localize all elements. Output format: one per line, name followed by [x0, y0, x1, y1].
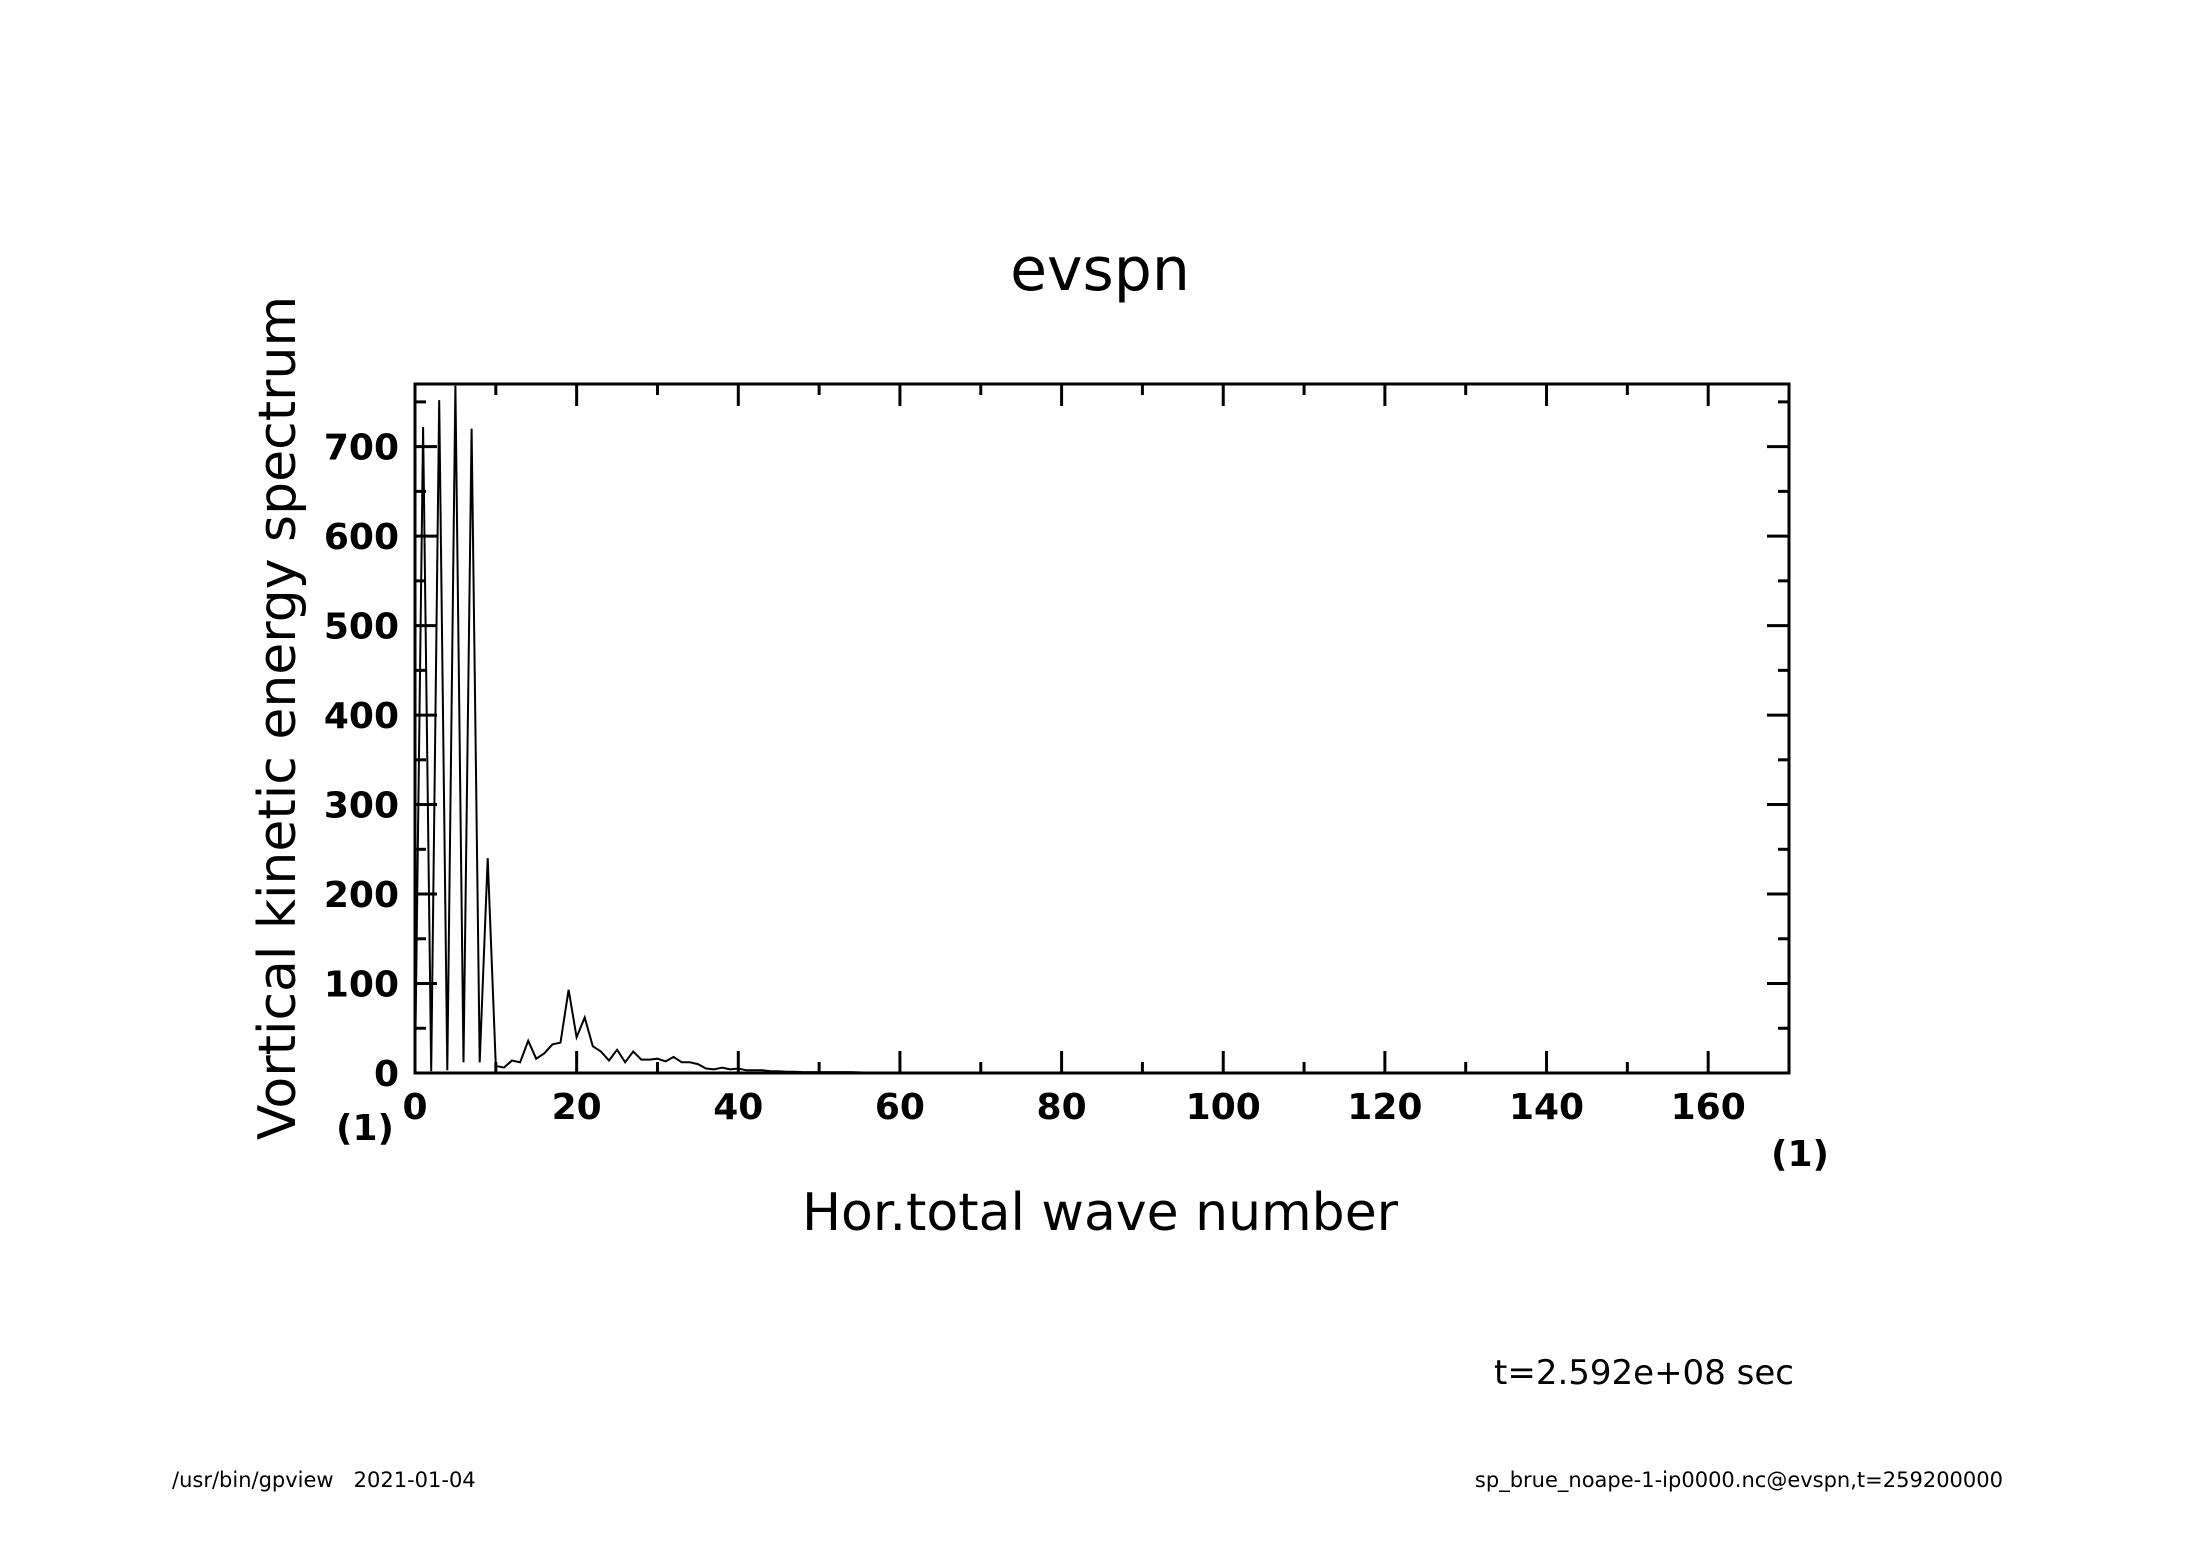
series-line — [414, 385, 1789, 1074]
x-axis-unit: (1) — [1771, 1134, 1829, 1175]
footer-right: sp_brue_noape-1-ip0000.nc@evspn,t=259200… — [1475, 1468, 2003, 1493]
x-axis-label: Hor.total wave number — [802, 1183, 1399, 1243]
x-tick-label: 40 — [713, 1087, 763, 1128]
y-tick-label: 300 — [324, 786, 399, 827]
x-tick-label: 140 — [1509, 1087, 1584, 1128]
y-tick-label: 700 — [324, 428, 399, 469]
x-tick-label: 120 — [1347, 1087, 1422, 1128]
x-tick-label: 0 — [402, 1087, 427, 1128]
x-tick-label: 160 — [1671, 1087, 1746, 1128]
y-tick-label: 400 — [324, 696, 399, 737]
y-tick-label: 0 — [374, 1054, 399, 1095]
chart-title: evspn — [1010, 235, 1190, 305]
footer-left: /usr/bin/gpview 2021-01-04 — [172, 1468, 476, 1492]
x-tick-label: 100 — [1186, 1087, 1261, 1128]
plot-frame — [413, 382, 1791, 1075]
plot-area — [413, 382, 1791, 1075]
tick-labels: 0 20 40 60 80 100 120 140 160 0 100 200 300 400 500 600… — [324, 428, 1746, 1128]
y-tick-label: 200 — [324, 875, 399, 916]
x-tick-label: 20 — [552, 1087, 602, 1128]
y-tick-label: 500 — [324, 607, 399, 648]
y-tick-label: 600 — [324, 517, 399, 558]
y-axis-label: Vortical kinetic energy spectrum — [248, 296, 308, 1140]
axis-ticks — [413, 384, 1791, 1075]
y-axis-unit: (1) — [336, 1108, 394, 1149]
y-tick-label: 100 — [324, 965, 399, 1006]
x-tick-label: 60 — [875, 1087, 925, 1128]
x-tick-label: 80 — [1037, 1087, 1087, 1128]
time-info: t=2.592e+08 sec — [1494, 1353, 1794, 1393]
